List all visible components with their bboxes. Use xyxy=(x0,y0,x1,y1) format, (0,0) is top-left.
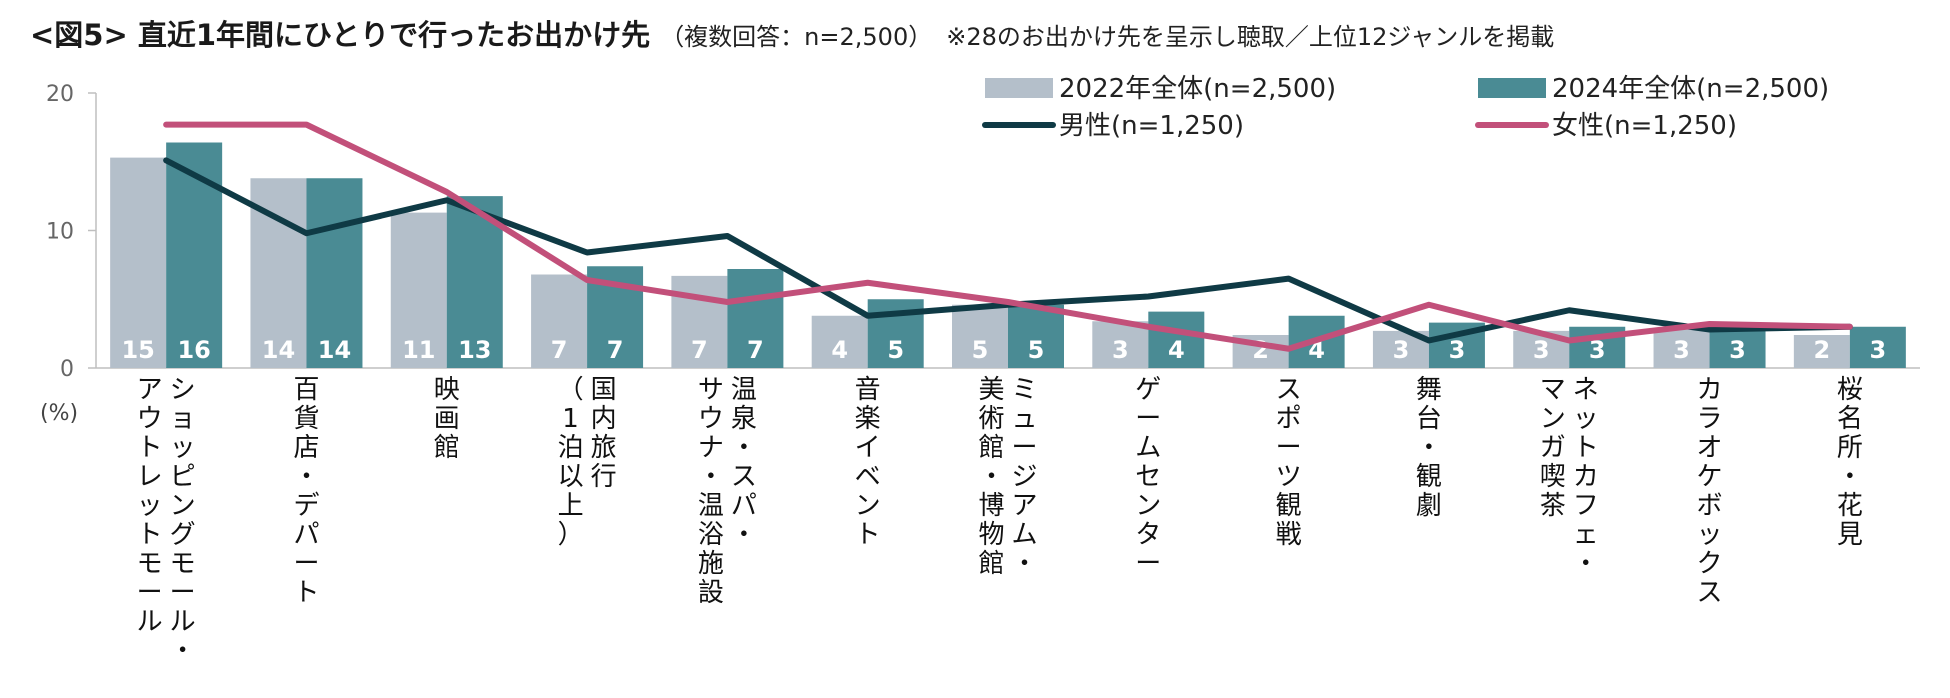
bar-value-label: 3 xyxy=(1589,336,1606,364)
legend-label: 2022年全体(n=2,500) xyxy=(1059,74,1336,104)
chart-title-row: <図5> 直近1年間にひとりで行ったお出かけ先 （複数回答：n=2,500） ※28… xyxy=(30,12,1554,54)
bar-value-label: 4 xyxy=(1168,336,1185,364)
bar-value-label: 5 xyxy=(972,336,989,364)
category-label: ミュージアム・ xyxy=(1011,375,1037,579)
legend-label: 男性(n=1,250) xyxy=(1059,111,1244,141)
category-label: マンガ喫茶 xyxy=(1540,375,1566,521)
bar-2024 xyxy=(1148,311,1205,368)
bar-2022 xyxy=(390,212,447,368)
bar-value-label: 3 xyxy=(1673,336,1690,364)
category-label: 舞台・観劇 xyxy=(1416,375,1442,521)
bar-value-label: 16 xyxy=(177,336,210,364)
legend-label: 2024年全体(n=2,500) xyxy=(1552,74,1829,104)
category-label: 映画館 xyxy=(434,375,460,463)
y-tick-label: 10 xyxy=(46,220,74,245)
legend-swatch xyxy=(985,78,1053,98)
bar-value-label: 7 xyxy=(551,336,568,364)
category-label: 百貨店・デパート xyxy=(293,375,319,608)
category-label: スポーツ観戦 xyxy=(1276,375,1302,550)
y-tick-label: 20 xyxy=(46,82,74,107)
bar-value-label: 7 xyxy=(747,336,764,364)
category-label: （1 泊以上） xyxy=(558,375,584,550)
bar-2024 xyxy=(1709,326,1766,368)
bar-value-label: 3 xyxy=(1449,336,1466,364)
category-label: ゲームセンター xyxy=(1135,375,1161,579)
bar-value-label: 14 xyxy=(318,336,351,364)
bar-2022 xyxy=(1092,321,1149,368)
legend-swatch xyxy=(1478,78,1546,98)
bar-2022 xyxy=(110,157,167,368)
bar-value-label: 3 xyxy=(1393,336,1410,364)
bar-2022 xyxy=(1653,329,1710,368)
bar-value-label: 3 xyxy=(1533,336,1550,364)
bar-value-label: 2 xyxy=(1252,336,1269,364)
bar-value-label: 3 xyxy=(1869,336,1886,364)
bar-value-label: 5 xyxy=(887,336,904,364)
category-label: カラオケボックス xyxy=(1697,375,1723,608)
bar-value-label: 13 xyxy=(458,336,491,364)
y-tick-label: 0 xyxy=(60,357,74,382)
chart-note: ※28のお出かけ先を呈示し聴取／上位12ジャンルを掲載 xyxy=(946,23,1555,51)
chart-subtitle: （複数回答：n=2,500） xyxy=(660,23,933,51)
bar-2024 xyxy=(1849,326,1906,368)
bar-2022 xyxy=(531,274,588,368)
bar-2022 xyxy=(1793,335,1850,368)
bar-2024 xyxy=(306,178,363,368)
bar-value-label: 3 xyxy=(1729,336,1746,364)
bar-2024 xyxy=(166,142,223,368)
category-label: ショッピングモール・ xyxy=(170,375,196,666)
legend-label: 女性(n=1,250) xyxy=(1552,111,1737,141)
bar-2022 xyxy=(671,275,728,368)
bar-2024 xyxy=(1008,304,1064,368)
bar-value-label: 5 xyxy=(1028,336,1045,364)
category-label: 国内旅行 xyxy=(591,375,617,492)
bar-value-label: 15 xyxy=(121,336,154,364)
category-label: 美術館・博物館 xyxy=(978,375,1004,579)
bar-value-label: 7 xyxy=(691,336,708,364)
category-label: ネットカフェ・ xyxy=(1573,375,1599,579)
bar-2024 xyxy=(727,269,784,368)
line-female xyxy=(163,121,1853,352)
category-label: サウナ・温浴施設 xyxy=(698,375,724,608)
category-label: 温泉・スパ・ xyxy=(731,375,757,550)
bar-value-label: 7 xyxy=(607,336,624,364)
chart-title: <図5> 直近1年間にひとりで行ったお出かけ先 xyxy=(30,18,651,52)
bar-value-label: 3 xyxy=(1112,336,1129,364)
bar-value-label: 14 xyxy=(262,336,295,364)
bar-value-label: 4 xyxy=(831,336,848,364)
bar-2022 xyxy=(952,304,1008,368)
category-label: 桜名所・花見 xyxy=(1837,375,1863,550)
bar-value-label: 11 xyxy=(402,336,435,364)
bar-2022 xyxy=(811,315,868,368)
y-unit-label: (%) xyxy=(40,401,78,426)
category-label: 音楽イベント xyxy=(855,375,881,550)
category-label: アウトレットモール xyxy=(137,375,163,637)
bar-value-label: 2 xyxy=(1813,336,1830,364)
